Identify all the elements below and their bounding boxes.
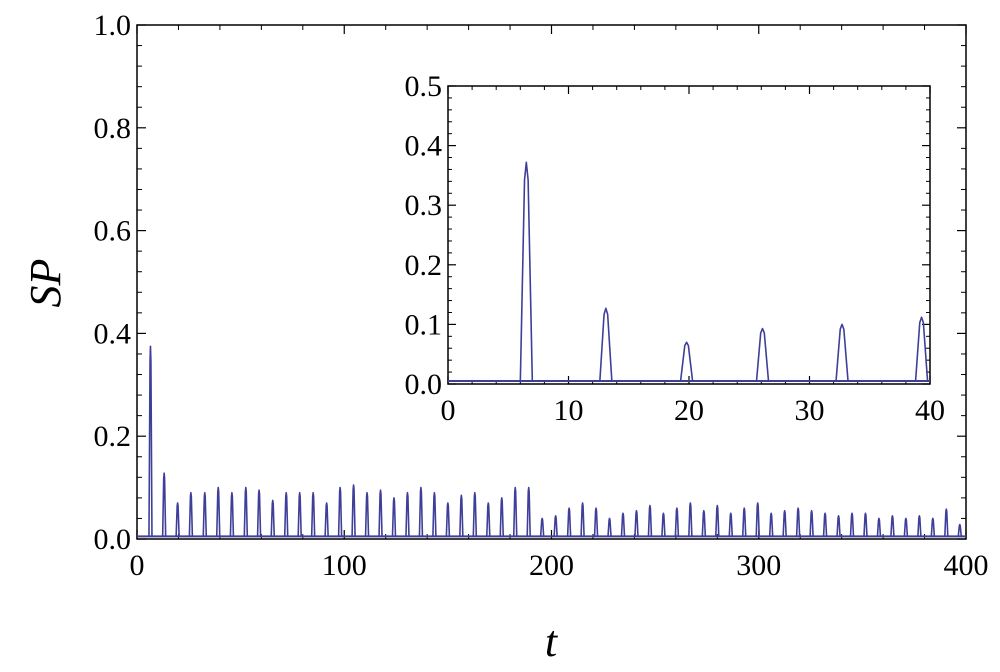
main-peak — [364, 491, 370, 537]
main-peak — [432, 491, 437, 537]
main-ytick-label: 0.8 — [94, 112, 132, 145]
main-peak — [472, 491, 478, 537]
main-peak — [229, 491, 235, 537]
main-peak — [283, 491, 289, 537]
main-peak — [405, 491, 410, 537]
main-peak — [890, 515, 895, 537]
main-peak — [270, 499, 276, 537]
main-peak — [418, 486, 424, 537]
inset-ytick-label: 0.0 — [405, 368, 443, 401]
main-peak — [768, 512, 774, 537]
inset-peak — [519, 161, 534, 382]
main-peak — [701, 509, 707, 537]
main-ytick-label: 0.0 — [94, 523, 132, 556]
inset-peak — [679, 341, 694, 382]
main-peak — [161, 472, 167, 537]
main-peak — [580, 502, 585, 537]
main-ytick-label: 0.6 — [94, 215, 132, 248]
main-peak — [661, 512, 666, 537]
main-peak — [148, 345, 153, 537]
inset-ytick-label: 0.2 — [405, 249, 443, 282]
main-peak — [849, 512, 855, 537]
main-peak — [256, 489, 262, 537]
main-peak — [539, 517, 545, 537]
main-peak — [445, 502, 451, 537]
inset-peak — [755, 327, 770, 382]
main-peak — [337, 486, 343, 537]
main-peak — [512, 486, 518, 537]
main-peak — [876, 517, 882, 537]
main-peak — [310, 491, 316, 537]
inset-ytick-label: 0.4 — [405, 130, 443, 163]
inset-peak — [914, 316, 929, 382]
main-ytick-label: 0.4 — [94, 317, 132, 350]
main-peak — [378, 489, 383, 537]
main-series — [137, 345, 966, 538]
main-peak — [243, 486, 249, 537]
inset-xtick-label: 30 — [795, 394, 825, 427]
main-peak — [836, 515, 841, 537]
main-peak — [809, 509, 814, 537]
main-peak — [566, 507, 572, 537]
main-peak — [917, 515, 922, 537]
main-peak — [782, 509, 787, 537]
main-ytick-label: 1.0 — [94, 9, 132, 42]
inset-xtick-label: 10 — [554, 394, 584, 427]
inset-ytick-label: 0.3 — [405, 189, 443, 222]
inset-ticks — [447, 85, 931, 385]
main-xtick-label: 200 — [529, 549, 574, 582]
main-peak — [930, 517, 936, 537]
inset-ytick-label: 0.1 — [405, 308, 443, 341]
main-peak — [795, 507, 801, 537]
inset-series — [448, 161, 930, 383]
inset-xtick-label: 0 — [441, 394, 456, 427]
main-peak — [459, 494, 464, 537]
x-axis-title: t — [545, 617, 559, 666]
main-xtick-label: 300 — [736, 549, 781, 582]
main-peak — [715, 504, 720, 537]
inset-peak — [599, 307, 613, 382]
main-peak — [526, 486, 532, 537]
main-peak — [728, 512, 734, 537]
inset-tick-labels: 0 10 20 30 40 0.0 0.1 0.2 0.3 0.4 0.5 — [405, 70, 946, 427]
main-peak — [297, 491, 302, 537]
main-xtick-label: 400 — [944, 549, 989, 582]
main-peak — [499, 497, 505, 537]
main-peak — [485, 502, 491, 537]
main-peak — [647, 504, 653, 537]
main-peak — [202, 491, 208, 537]
main-peak — [215, 486, 221, 537]
inset-background — [448, 86, 930, 384]
main-peak — [957, 523, 963, 537]
inset-ytick-label: 0.5 — [405, 70, 443, 103]
main-peak — [188, 491, 194, 537]
main-peak — [607, 517, 612, 537]
main-peak — [903, 517, 909, 537]
main-peak — [593, 507, 599, 537]
main-peak — [175, 502, 180, 537]
main-peak — [351, 484, 356, 537]
main-peak — [688, 502, 693, 537]
inset-peak — [835, 323, 849, 382]
main-peak — [755, 502, 761, 537]
main-peak — [674, 507, 680, 537]
y-axis-title: SP — [21, 259, 70, 308]
main-xtick-label: 100 — [322, 549, 367, 582]
main-peak — [620, 512, 626, 537]
main-peak — [822, 512, 828, 537]
inset-xtick-label: 20 — [674, 394, 704, 427]
main-peak — [741, 507, 747, 537]
main-peak — [324, 502, 329, 537]
main-peak — [391, 497, 397, 537]
main-peak — [634, 509, 639, 537]
inset-xtick-label: 40 — [915, 394, 945, 427]
main-peak — [944, 508, 949, 537]
main-ytick-label: 0.2 — [94, 420, 132, 453]
main-peak — [863, 512, 868, 537]
main-peak — [553, 515, 558, 537]
main-xtick-label: 0 — [130, 549, 145, 582]
